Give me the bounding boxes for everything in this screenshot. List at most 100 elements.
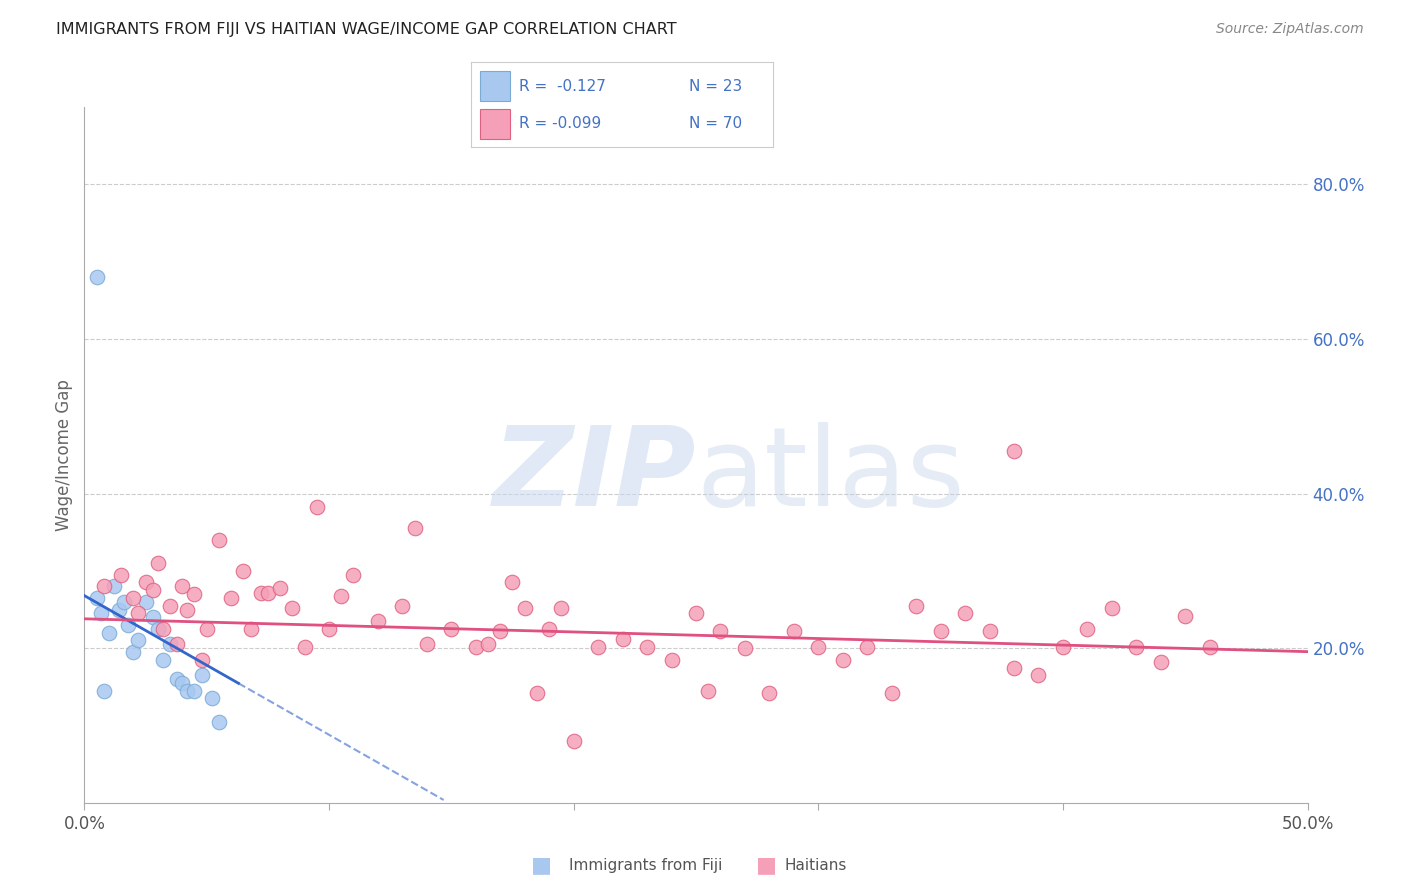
Point — [685, 607, 707, 621]
Point — [107, 602, 129, 616]
Point — [464, 640, 486, 654]
Text: R = -0.099: R = -0.099 — [519, 116, 602, 131]
Point — [953, 607, 976, 621]
Point — [1076, 622, 1098, 636]
Point — [269, 581, 291, 595]
Point — [318, 622, 340, 636]
Point — [183, 683, 205, 698]
Point — [294, 640, 316, 654]
Point — [586, 640, 609, 654]
Point — [526, 686, 548, 700]
FancyBboxPatch shape — [479, 71, 510, 101]
Point — [1101, 601, 1123, 615]
Point — [257, 585, 280, 599]
Point — [281, 601, 304, 615]
Point — [342, 567, 364, 582]
Point — [142, 583, 165, 598]
Point — [538, 622, 561, 636]
Point — [1174, 608, 1197, 623]
Point — [86, 591, 108, 605]
Point — [709, 624, 731, 639]
Text: IMMIGRANTS FROM FIJI VS HAITIAN WAGE/INCOME GAP CORRELATION CHART: IMMIGRANTS FROM FIJI VS HAITIAN WAGE/INC… — [56, 22, 676, 37]
Point — [135, 595, 157, 609]
Point — [93, 579, 115, 593]
Point — [93, 683, 115, 698]
Point — [90, 607, 112, 621]
Point — [97, 625, 120, 640]
Point — [191, 668, 214, 682]
Point — [831, 653, 853, 667]
Point — [172, 579, 194, 593]
Point — [208, 714, 231, 729]
Text: Immigrants from Fiji: Immigrants from Fiji — [569, 858, 723, 872]
Point — [195, 622, 218, 636]
Point — [636, 640, 658, 654]
Point — [807, 640, 830, 654]
Point — [146, 556, 169, 570]
Point — [1002, 444, 1025, 458]
Point — [612, 632, 634, 646]
Point — [176, 602, 198, 616]
Point — [502, 575, 524, 590]
Point — [979, 624, 1001, 639]
Point — [219, 591, 242, 605]
Point — [880, 686, 903, 700]
Point — [166, 637, 188, 651]
Point — [440, 622, 463, 636]
Point — [176, 683, 198, 698]
Text: Source: ZipAtlas.com: Source: ZipAtlas.com — [1216, 22, 1364, 37]
Text: N = 23: N = 23 — [689, 78, 742, 94]
Point — [239, 622, 262, 636]
Point — [783, 624, 806, 639]
Point — [208, 533, 231, 547]
Point — [550, 601, 572, 615]
Point — [122, 591, 145, 605]
Point — [1002, 660, 1025, 674]
Point — [152, 653, 174, 667]
Point — [166, 672, 188, 686]
Point — [191, 653, 214, 667]
Point — [367, 614, 389, 628]
Point — [1150, 655, 1173, 669]
Point — [232, 564, 254, 578]
Text: Haitians: Haitians — [785, 858, 846, 872]
Point — [172, 676, 194, 690]
Point — [404, 521, 426, 535]
Point — [562, 734, 585, 748]
Point — [200, 691, 222, 706]
Point — [103, 579, 125, 593]
Point — [183, 587, 205, 601]
Point — [1052, 640, 1074, 654]
Point — [146, 622, 169, 636]
Point — [249, 585, 271, 599]
Point — [489, 624, 512, 639]
Point — [142, 610, 165, 624]
Point — [330, 589, 353, 603]
Point — [127, 633, 149, 648]
Point — [159, 637, 181, 651]
Point — [477, 637, 499, 651]
Text: atlas: atlas — [696, 422, 965, 529]
Text: ■: ■ — [531, 855, 551, 875]
Point — [905, 599, 928, 613]
Text: ZIP: ZIP — [492, 422, 696, 529]
Y-axis label: Wage/Income Gap: Wage/Income Gap — [55, 379, 73, 531]
Point — [135, 575, 157, 590]
Point — [416, 637, 439, 651]
Point — [110, 567, 132, 582]
Point — [661, 653, 683, 667]
Point — [112, 595, 135, 609]
Point — [305, 500, 328, 515]
Point — [86, 270, 108, 285]
Point — [391, 599, 413, 613]
Point — [513, 601, 536, 615]
Point — [117, 618, 139, 632]
Point — [734, 641, 756, 656]
Text: N = 70: N = 70 — [689, 116, 742, 131]
Text: R =  -0.127: R = -0.127 — [519, 78, 606, 94]
Point — [758, 686, 780, 700]
Point — [159, 599, 181, 613]
Point — [1198, 640, 1220, 654]
Point — [929, 624, 952, 639]
Point — [856, 640, 879, 654]
